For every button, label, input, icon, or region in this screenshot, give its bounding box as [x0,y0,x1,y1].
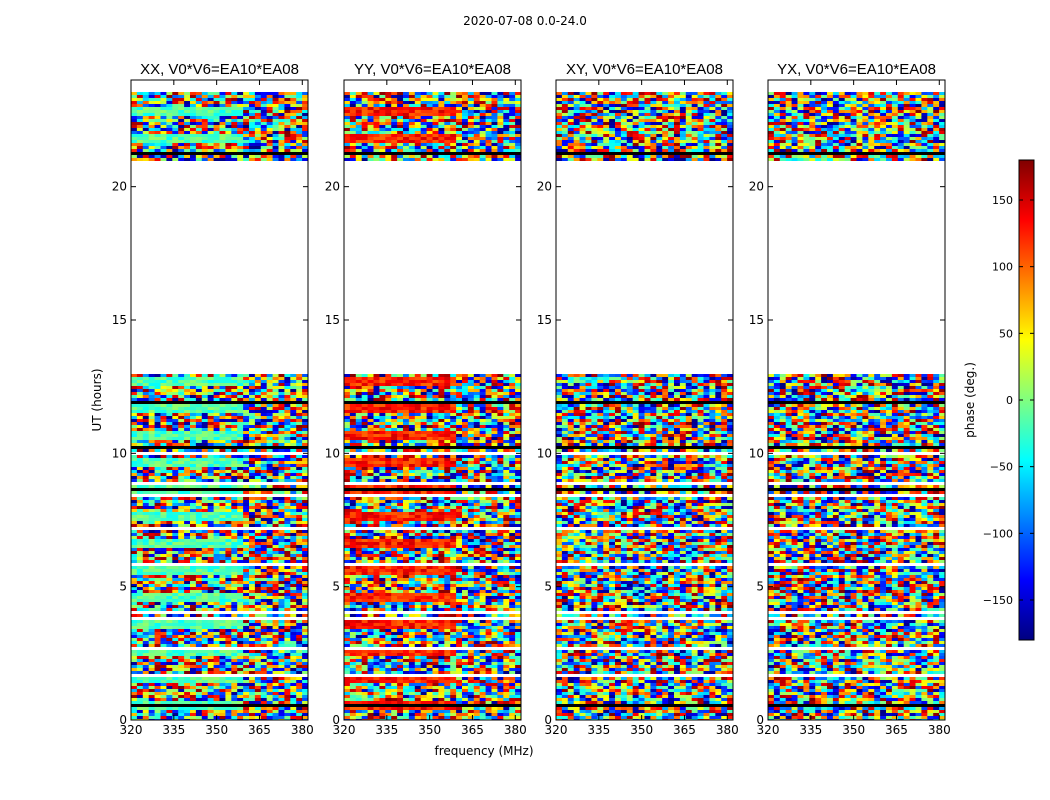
colorbar-tick-label: −150 [983,594,1013,607]
colorbar-tick-label: 100 [992,261,1013,274]
y-tick-label: 15 [749,313,764,327]
x-tick-label: 335 [799,723,822,737]
panel-yy-frame [343,79,522,721]
x-tick-label: 350 [842,723,865,737]
colorbar-tick-label: 0 [1006,394,1013,407]
panel-yx-title: YX, V0*V6=EA10*EA08 [777,61,936,78]
x-tick-label: 350 [205,723,228,737]
y-tick-label: 5 [756,580,764,594]
figure-title: 2020-07-08 0.0-24.0 [463,14,587,28]
panel-yy: YY, V0*V6=EA10*EA08 320 335 350 365 380 0 5 10 15… [325,61,527,737]
x-tick-label: 365 [885,723,908,737]
y-tick-label: 0 [332,713,340,727]
y-tick-label: 15 [325,313,340,327]
x-tick-label: 380 [504,723,527,737]
x-axis-label: frequency (MHz) [434,744,533,758]
x-tick-label: 350 [630,723,653,737]
colorbar: 150 100 50 0 −50 −100 −150 phase (deg.) [963,159,1035,641]
panel-xx: XX, V0*V6=EA10*EA08 320 335 350 365 380 0 5 10 15… [112,61,314,737]
panel-xx-title: XX, V0*V6=EA10*EA08 [140,61,299,78]
y-tick-label: 5 [544,580,552,594]
panel-yx: YX, V0*V6=EA10*EA08 320 335 350 365 380 0 5 10 15… [749,61,951,737]
y-tick-label: 5 [332,580,340,594]
x-tick-label: 380 [291,723,314,737]
y-tick-label: 20 [537,180,552,194]
y-tick-label: 20 [749,180,764,194]
x-tick-label: 335 [587,723,610,737]
x-tick-label: 380 [928,723,951,737]
y-tick-label: 10 [112,446,127,460]
x-tick-label: 320 [545,723,568,737]
y-tick-label: 20 [112,180,127,194]
panel-yx-frame [767,79,946,721]
colorbar-tick-label: 150 [992,194,1013,207]
y-tick-label: 15 [537,313,552,327]
panel-xy: XY, V0*V6=EA10*EA08 320 335 350 365 380 0 5 10 15… [537,61,739,737]
panel-yy-phase-image [344,80,521,720]
y-tick-label: 10 [537,446,552,460]
colorbar-tick-label: −50 [990,461,1013,474]
x-tick-label: 320 [757,723,780,737]
y-tick-label: 10 [749,446,764,460]
y-tick-label: 20 [325,180,340,194]
y-tick-label: 0 [756,713,764,727]
x-tick-label: 380 [716,723,739,737]
colorbar-tick-label: 50 [999,327,1013,340]
x-tick-label: 365 [461,723,484,737]
y-tick-label: 5 [119,580,127,594]
panel-yy-title: YY, V0*V6=EA10*EA08 [354,61,511,78]
y-tick-label: 0 [544,713,552,727]
x-tick-label: 350 [418,723,441,737]
panel-xx-frame [130,79,309,721]
y-tick-label: 0 [119,713,127,727]
panel-xy-phase-image [556,80,733,720]
x-tick-label: 335 [375,723,398,737]
y-tick-label: 15 [112,313,127,327]
colorbar-label: phase (deg.) [963,362,977,438]
x-tick-label: 320 [333,723,356,737]
x-tick-label: 365 [248,723,271,737]
panel-xy-title: XY, V0*V6=EA10*EA08 [566,61,723,78]
x-tick-label: 320 [120,723,143,737]
y-axis-label: UT (hours) [90,368,104,431]
colorbar-tick-label: −100 [983,527,1013,540]
panel-yx-phase-image [768,80,945,720]
panel-xy-frame [555,79,734,721]
x-tick-label: 365 [673,723,696,737]
y-tick-label: 10 [325,446,340,460]
panel-xx-phase-image [131,80,308,720]
x-tick-label: 335 [162,723,185,737]
